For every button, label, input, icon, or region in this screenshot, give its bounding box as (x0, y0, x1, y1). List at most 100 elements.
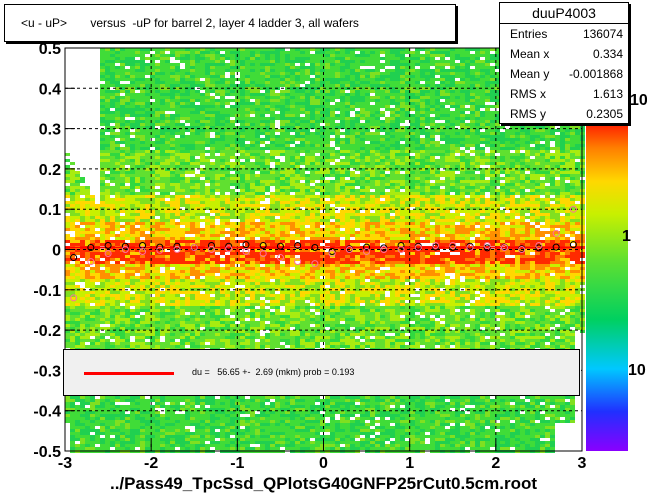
heatmap-cell (470, 84, 475, 87)
heatmap-cell (135, 141, 140, 144)
heatmap-cell (420, 72, 425, 75)
heatmap-cell (205, 60, 210, 63)
heatmap-cell (545, 147, 550, 150)
heatmap-cell (355, 114, 360, 117)
heatmap-cell (400, 108, 405, 111)
heatmap-cell (335, 156, 340, 159)
heatmap-cell (375, 162, 380, 165)
heatmap-cell (390, 57, 395, 60)
heatmap-cell (435, 153, 440, 156)
heatmap-cell (145, 72, 150, 75)
heatmap-cell (230, 90, 235, 93)
heatmap-cell (340, 75, 345, 78)
heatmap-cell (360, 60, 365, 63)
heatmap-cell (240, 81, 245, 84)
heatmap-cell (325, 135, 330, 138)
heatmap-cell (360, 90, 365, 93)
heatmap-cell (190, 168, 195, 171)
heatmap-cell (215, 102, 220, 105)
heatmap-cell (150, 180, 155, 183)
heatmap-cell (310, 168, 315, 171)
heatmap-cell (155, 54, 160, 57)
heatmap-cell (230, 78, 235, 81)
heatmap-cell (555, 129, 560, 132)
heatmap-cell (305, 186, 310, 189)
heatmap-cell (290, 138, 295, 141)
heatmap-cell (175, 90, 180, 93)
heatmap-cell (205, 90, 210, 93)
heatmap-cell (290, 108, 295, 111)
heatmap-cell (330, 60, 335, 63)
heatmap-cell (490, 138, 495, 141)
heatmap-cell (330, 138, 335, 141)
heatmap-cell (290, 180, 295, 183)
heatmap-cell (440, 189, 445, 192)
heatmap-cell (135, 72, 140, 75)
heatmap-cell (300, 81, 305, 84)
heatmap-cell (70, 207, 75, 210)
heatmap-cell (190, 198, 195, 201)
heatmap-cell (175, 108, 180, 111)
heatmap-cell (385, 174, 390, 177)
heatmap-cell (335, 183, 340, 186)
heatmap-cell (310, 150, 315, 153)
heatmap-cell (540, 174, 545, 177)
heatmap-cell (420, 186, 425, 189)
heatmap-cell (345, 183, 350, 186)
heatmap-cell (470, 165, 475, 168)
heatmap-cell (240, 117, 245, 120)
heatmap-cell (125, 72, 130, 75)
heatmap-cell (315, 63, 320, 66)
heatmap-cell (240, 165, 245, 168)
heatmap-cell (105, 144, 110, 147)
heatmap-cell (485, 69, 490, 72)
heatmap-cell (450, 198, 455, 201)
heatmap-cell (465, 51, 470, 54)
heatmap-cell (300, 111, 305, 114)
heatmap-cell (385, 201, 390, 204)
heatmap-cell (240, 66, 245, 69)
heatmap-cell (150, 123, 155, 126)
heatmap-cell (375, 57, 380, 60)
heatmap-cell (390, 141, 395, 144)
heatmap-cell (90, 210, 95, 213)
heatmap-cell (340, 81, 345, 84)
heatmap-cell (245, 129, 250, 132)
heatmap-cell (385, 132, 390, 135)
heatmap-cell (230, 162, 235, 165)
heatmap-cell (295, 138, 300, 141)
heatmap-cell (285, 114, 290, 117)
heatmap-cell (390, 156, 395, 159)
heatmap-cell (165, 150, 170, 153)
heatmap-cell (190, 93, 195, 96)
heatmap-cell (255, 81, 260, 84)
heatmap-cell (180, 99, 185, 102)
heatmap-cell (290, 120, 295, 123)
heatmap-cell (410, 168, 415, 171)
heatmap-cell (435, 195, 440, 198)
heatmap-cell (140, 153, 145, 156)
heatmap-cell (65, 210, 70, 213)
heatmap-cell (490, 66, 495, 69)
heatmap-cell (490, 54, 495, 57)
heatmap-cell (360, 132, 365, 135)
heatmap-cell (245, 168, 250, 171)
heatmap-cell (430, 204, 435, 207)
heatmap-cell (100, 147, 105, 150)
heatmap-cell (475, 135, 480, 138)
heatmap-cell (325, 69, 330, 72)
heatmap-cell (505, 141, 510, 144)
heatmap-cell (400, 111, 405, 114)
heatmap-cell (415, 138, 420, 141)
heatmap-cell (470, 132, 475, 135)
heatmap-cell (350, 129, 355, 132)
heatmap-cell (280, 81, 285, 84)
heatmap-cell (425, 117, 430, 120)
heatmap-cell (335, 165, 340, 168)
heatmap-cell (410, 72, 415, 75)
heatmap-cell (375, 180, 380, 183)
heatmap-cell (250, 72, 255, 75)
heatmap-cell (245, 90, 250, 93)
heatmap-cell (290, 159, 295, 162)
heatmap-cell (300, 75, 305, 78)
